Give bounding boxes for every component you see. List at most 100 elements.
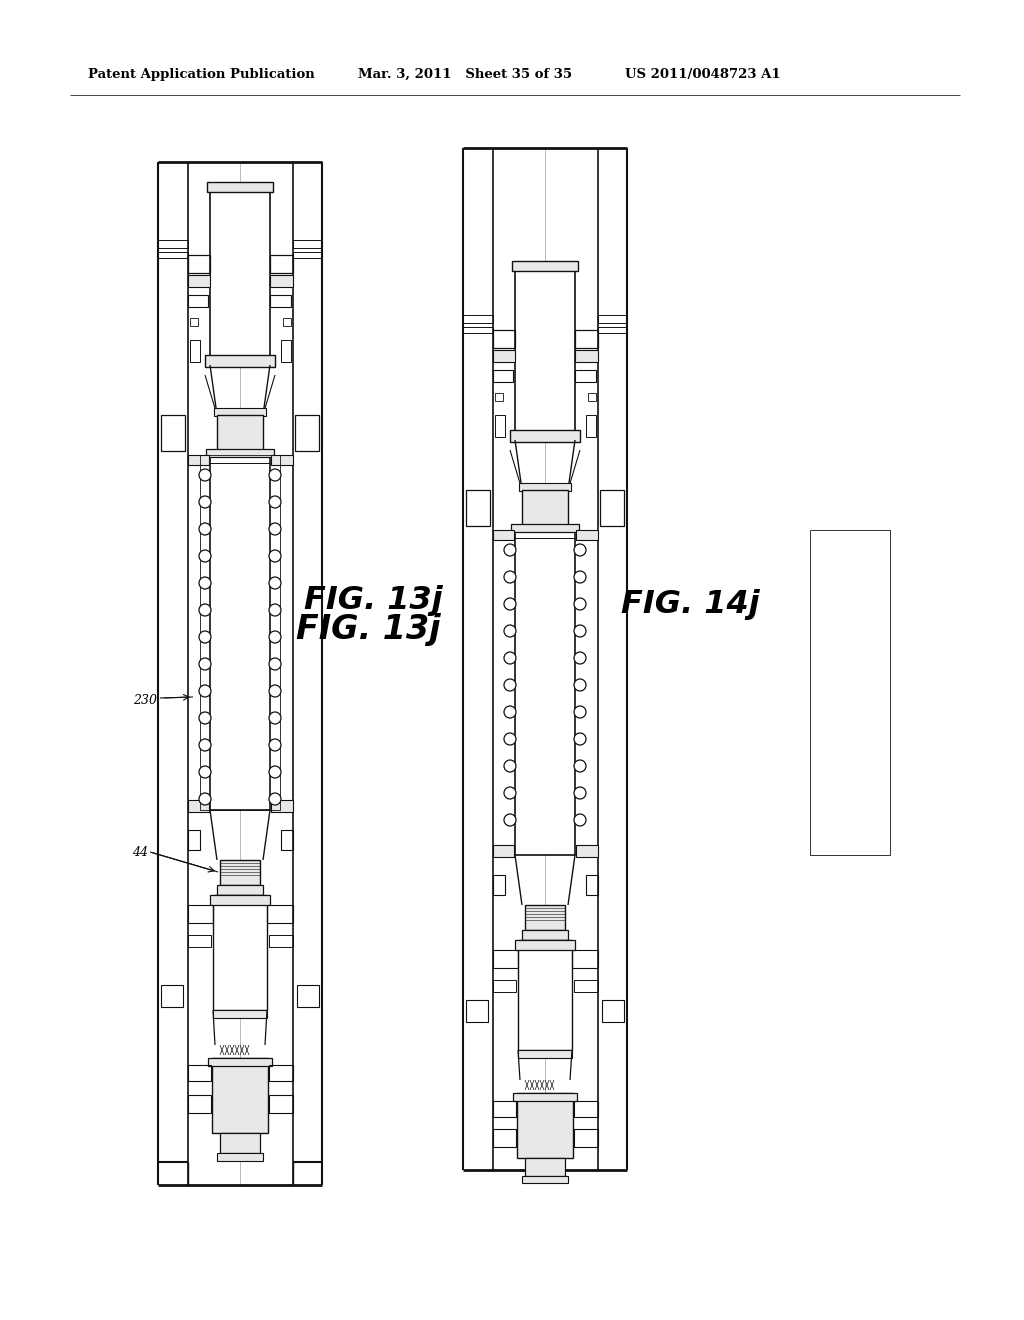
Bar [214,408,266,416]
Bar [220,861,260,884]
Bar [515,531,575,855]
Bar [188,1096,211,1113]
Bar [575,845,598,857]
Bar [270,294,291,308]
Circle shape [269,793,281,805]
Bar [493,531,514,540]
Circle shape [199,685,211,697]
Circle shape [504,624,516,638]
Circle shape [269,523,281,535]
Circle shape [199,550,211,562]
Circle shape [574,652,586,664]
Circle shape [574,544,586,556]
Circle shape [269,685,281,697]
Bar [217,414,263,455]
Bar [493,330,515,348]
Bar [271,800,293,812]
Bar [574,1101,598,1117]
Bar [525,906,565,931]
Bar [271,455,293,465]
Bar [575,330,598,348]
Circle shape [504,787,516,799]
Circle shape [269,766,281,777]
Bar [575,370,596,381]
Circle shape [504,706,516,718]
Bar [598,315,627,323]
Bar [493,979,516,993]
Text: 44: 44 [132,846,148,859]
Circle shape [199,657,211,671]
Bar [463,327,493,333]
Bar [205,355,275,367]
Bar [281,830,293,850]
Bar [463,315,493,323]
Bar [190,318,198,326]
Bar [522,490,568,531]
Bar [269,935,293,946]
Bar [518,940,572,1049]
Bar [210,895,270,906]
Circle shape [504,598,516,610]
Bar [466,490,490,525]
Bar [575,531,598,540]
Bar [295,414,319,451]
Bar [517,1093,573,1158]
Text: US 2011/0048723 A1: US 2011/0048723 A1 [625,69,780,81]
Bar [270,275,293,286]
Text: Mar. 3, 2011   Sheet 35 of 35: Mar. 3, 2011 Sheet 35 of 35 [358,69,572,81]
Bar [495,393,503,401]
Circle shape [574,572,586,583]
Bar [220,1133,260,1152]
Circle shape [574,624,586,638]
Bar [572,950,598,968]
Bar [525,1158,565,1176]
Bar [212,1059,268,1133]
Circle shape [269,550,281,562]
Circle shape [199,605,211,616]
Bar [158,252,188,257]
Bar [188,294,208,308]
Bar [518,1049,572,1059]
Circle shape [199,496,211,508]
Bar [586,875,598,895]
Bar [158,240,188,248]
Circle shape [574,678,586,690]
Bar [511,532,579,539]
Circle shape [504,652,516,664]
Bar [161,985,183,1007]
Circle shape [504,678,516,690]
Circle shape [269,469,281,480]
Bar [588,393,596,401]
Circle shape [199,793,211,805]
Bar [200,455,280,810]
Bar [575,350,598,362]
Circle shape [504,760,516,772]
Circle shape [504,572,516,583]
Bar [493,845,514,857]
Bar [493,950,518,968]
Bar [208,1059,272,1067]
Bar [586,414,596,437]
Bar [293,240,322,248]
Circle shape [199,766,211,777]
Bar [210,455,270,810]
Bar [188,1065,211,1081]
Bar [493,1129,516,1147]
Bar [190,341,200,362]
Circle shape [269,739,281,751]
Bar [217,884,263,895]
Bar [161,414,185,451]
Bar [269,1065,293,1081]
Circle shape [199,577,211,589]
Bar [574,979,598,993]
Bar [493,875,505,895]
Bar [217,1152,263,1162]
Bar [293,252,322,257]
Bar [513,1093,577,1101]
Circle shape [199,631,211,643]
Bar [188,935,211,946]
Circle shape [504,733,516,744]
Bar [598,327,627,333]
Bar [510,430,580,442]
Bar [512,261,578,271]
